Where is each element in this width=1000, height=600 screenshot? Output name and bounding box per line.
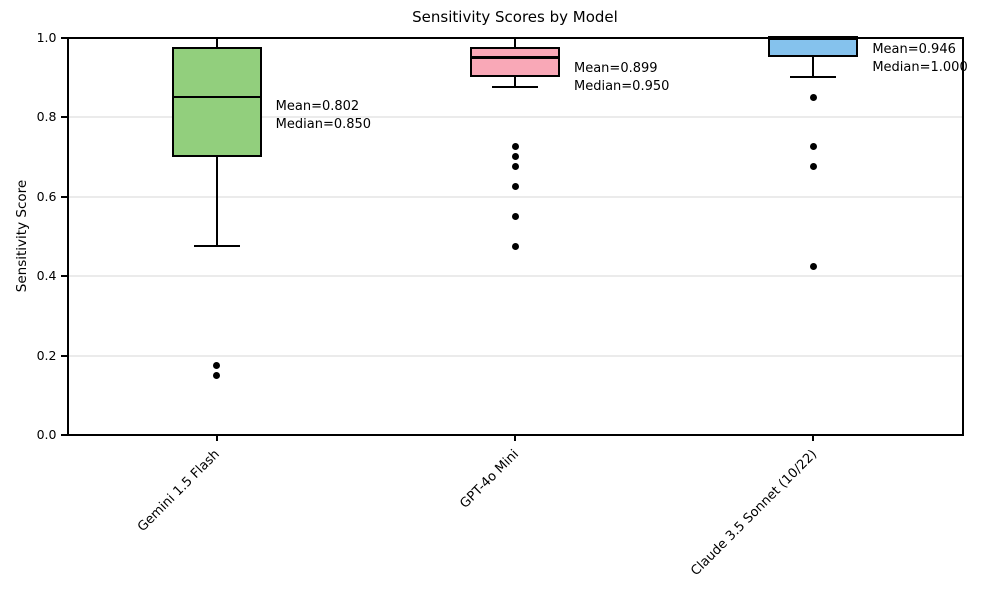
annotation-median: Median=0.950	[574, 78, 670, 94]
outlier-dot	[511, 153, 519, 161]
box	[171, 47, 262, 157]
outlier-dot	[213, 371, 221, 379]
x-tick-mark	[514, 435, 516, 441]
whisker-line	[215, 37, 218, 48]
whisker-cap	[193, 245, 240, 248]
x-tick-label: GPT-4o Mini	[456, 447, 522, 512]
outlier-dot	[511, 242, 519, 250]
whisker-line	[215, 156, 218, 247]
whisker-cap	[492, 36, 538, 39]
annotation-median: Median=0.850	[275, 117, 372, 133]
y-tick-label: 0.8	[36, 109, 57, 124]
annotation: Mean=0.946 Median=1.000	[872, 41, 967, 77]
y-tick-label: 0.6	[36, 188, 57, 204]
gridline	[67, 195, 963, 198]
annotation-median: Median=1.000	[872, 59, 968, 75]
x-tick-label: Claude 3.5 Sonnet (10/22)	[687, 447, 820, 579]
chart-title: Sensitivity Scores by Model	[412, 8, 618, 26]
y-tick-label: 0.0	[36, 427, 57, 442]
y-tick-mark	[60, 36, 68, 39]
y-tick-mark	[60, 116, 68, 118]
y-tick-mark	[60, 275, 68, 277]
whisker-cap	[492, 86, 538, 89]
x-tick-mark	[812, 435, 815, 441]
median-line	[470, 56, 560, 59]
gridline	[67, 354, 963, 357]
y-axis-label: Sensitivity Score	[14, 179, 30, 293]
y-tick-mark	[60, 195, 68, 198]
outlier-dot	[809, 163, 817, 171]
outlier-dot	[511, 212, 519, 220]
annotation: Mean=0.899 Median=0.950	[574, 60, 669, 96]
y-tick-label: 0.4	[36, 268, 57, 283]
outlier-dot	[511, 183, 519, 191]
outlier-dot	[809, 262, 817, 270]
box	[768, 37, 859, 58]
whisker-line	[514, 37, 516, 48]
y-tick-mark	[60, 354, 68, 357]
annotation: Mean=0.802 Median=0.850	[276, 98, 371, 134]
whisker-cap	[193, 36, 240, 39]
y-tick-mark	[60, 434, 68, 436]
outlier-dot	[511, 163, 519, 171]
outlier-dot	[809, 143, 817, 151]
whisker-line	[514, 77, 516, 88]
annotation-mean: Mean=0.899	[574, 60, 658, 76]
whisker-cap	[790, 76, 837, 79]
annotation-mean: Mean=0.802	[275, 99, 360, 115]
outlier-dot	[809, 93, 817, 101]
annotation-mean: Mean=0.946	[872, 41, 956, 57]
gridline	[67, 116, 963, 118]
y-tick-label: 0.2	[36, 347, 57, 363]
box	[470, 47, 560, 78]
x-tick-label: Gemini 1.5 Flash	[135, 447, 224, 535]
median-line	[768, 36, 859, 39]
y-tick-label: 1.0	[36, 29, 57, 45]
outlier-dot	[213, 361, 221, 369]
x-tick-mark	[215, 435, 218, 441]
whisker-line	[812, 57, 815, 78]
outlier-dot	[511, 143, 519, 151]
median-line	[171, 95, 262, 99]
gridline	[67, 275, 963, 277]
